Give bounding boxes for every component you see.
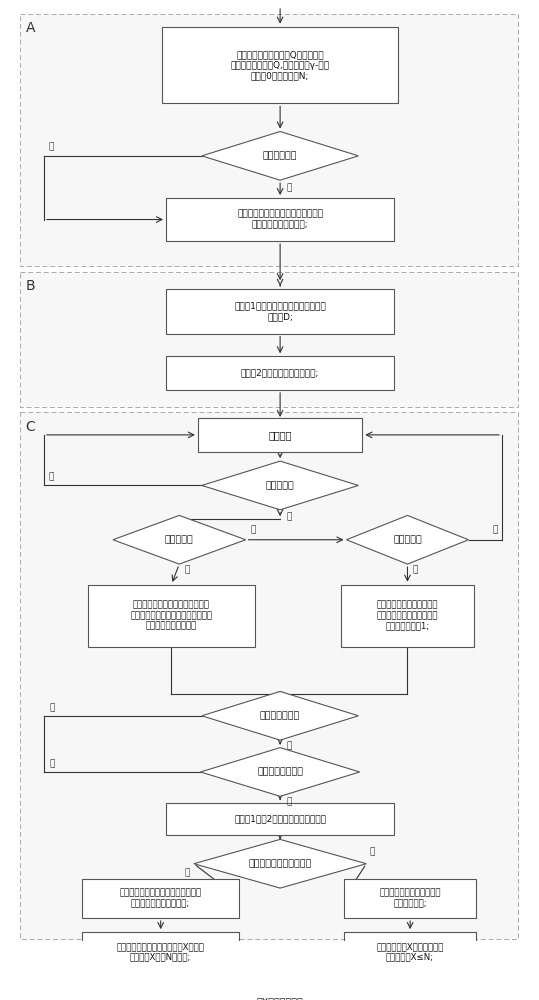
FancyBboxPatch shape	[344, 932, 476, 971]
Text: 是: 是	[413, 565, 418, 574]
Text: 是: 是	[184, 565, 190, 574]
Text: 否: 否	[287, 797, 292, 806]
Text: 有临界区不可用？: 有临界区不可用？	[257, 767, 303, 776]
Text: 对X辆车进行授权: 对X辆车进行授权	[257, 998, 303, 1000]
Polygon shape	[202, 132, 358, 180]
Text: 否: 否	[492, 525, 497, 534]
Text: 等待、接收预约消息；更新车道消息
队列和临界区消息队列;: 等待、接收预约消息；更新车道消息 队列和临界区消息队列;	[237, 210, 323, 229]
Text: B: B	[25, 279, 35, 293]
Text: 在所有车道中，选择调度权
重最大的车道;: 在所有车道中，选择调度权 重最大的车道;	[379, 889, 441, 908]
Text: 将该预约插入相应的车道队列末尾
将该预约按照到达时间递增方式添加
到临界区队列合适位置: 将该预约插入相应的车道队列末尾 将该预约按照到达时间递增方式添加 到临界区队列合…	[130, 601, 212, 631]
Text: 否: 否	[287, 741, 292, 750]
Polygon shape	[202, 461, 358, 510]
Text: 是: 是	[49, 759, 54, 768]
FancyBboxPatch shape	[20, 412, 518, 939]
Text: 有预约消息？: 有预约消息？	[263, 151, 298, 160]
Text: 是: 是	[287, 513, 292, 522]
Text: 是: 是	[49, 703, 54, 712]
FancyBboxPatch shape	[20, 272, 518, 407]
Text: 没有最高优先级无人车？: 没有最高优先级无人车？	[248, 859, 312, 868]
Text: 依据式1统计队列中每辆无人车的总延
迟时间D;: 依据式1统计队列中每辆无人车的总延 迟时间D;	[234, 302, 326, 321]
FancyBboxPatch shape	[198, 418, 362, 452]
Text: 是: 是	[287, 183, 292, 192]
Text: 接收消息: 接收消息	[268, 430, 292, 440]
Text: 将该车预约从其车道队列、
临界区队列删除，并将该临
界区的令牌值减1;: 将该车预约从其车道队列、 临界区队列删除，并将该临 界区的令牌值减1;	[377, 601, 438, 631]
FancyBboxPatch shape	[20, 14, 518, 266]
Polygon shape	[202, 691, 358, 740]
Text: 否: 否	[48, 473, 53, 482]
Text: 根据式2计算各车道的调度权重;: 根据式2计算各车道的调度权重;	[241, 369, 319, 378]
Text: 是: 是	[184, 869, 190, 878]
Polygon shape	[113, 515, 246, 564]
FancyBboxPatch shape	[166, 198, 394, 241]
Text: 否: 否	[370, 847, 375, 856]
Text: 在有最高优先级车辆的车道中，选择
一个调度权重最大的车道;: 在有最高优先级车辆的车道中，选择 一个调度权重最大的车道;	[120, 889, 202, 908]
FancyBboxPatch shape	[166, 356, 394, 390]
FancyBboxPatch shape	[197, 985, 364, 1000]
Text: 释放消息？: 释放消息？	[393, 535, 422, 544]
Text: 根据式1、式2计算各车道的调度权重: 根据式1、式2计算各车道的调度权重	[234, 814, 326, 823]
FancyBboxPatch shape	[341, 585, 474, 647]
Text: 预约消息？: 预约消息？	[165, 535, 194, 544]
Text: 所有队列为空？: 所有队列为空？	[260, 711, 300, 720]
Text: A: A	[25, 21, 35, 35]
Text: 初始化各车道消息队列Q；初始化各
临界区的消息队列Q,各临界区的γ-令牌
初值为0；编队长度N;: 初始化各车道消息队列Q；初始化各 临界区的消息队列Q,各临界区的γ-令牌 初值为…	[231, 50, 330, 80]
Polygon shape	[194, 839, 367, 888]
Text: 否: 否	[251, 525, 257, 534]
Polygon shape	[347, 515, 468, 564]
Text: 在该车道选择X辆可调度的车
作为编队，X≤N;: 在该车道选择X辆可调度的车 作为编队，X≤N;	[376, 942, 444, 961]
Polygon shape	[201, 748, 360, 796]
Text: 否: 否	[48, 142, 53, 151]
FancyBboxPatch shape	[82, 932, 239, 971]
Text: C: C	[25, 420, 35, 434]
Text: 收到消息？: 收到消息？	[266, 481, 294, 490]
FancyBboxPatch shape	[162, 27, 398, 103]
FancyBboxPatch shape	[344, 879, 476, 918]
Text: 选择包括了高优先级无人车的X辆车作
为编队，X不受N的限制;: 选择包括了高优先级无人车的X辆车作 为编队，X不受N的限制;	[117, 942, 205, 961]
FancyBboxPatch shape	[82, 879, 239, 918]
FancyBboxPatch shape	[166, 803, 394, 835]
FancyBboxPatch shape	[166, 289, 394, 334]
FancyBboxPatch shape	[88, 585, 255, 647]
